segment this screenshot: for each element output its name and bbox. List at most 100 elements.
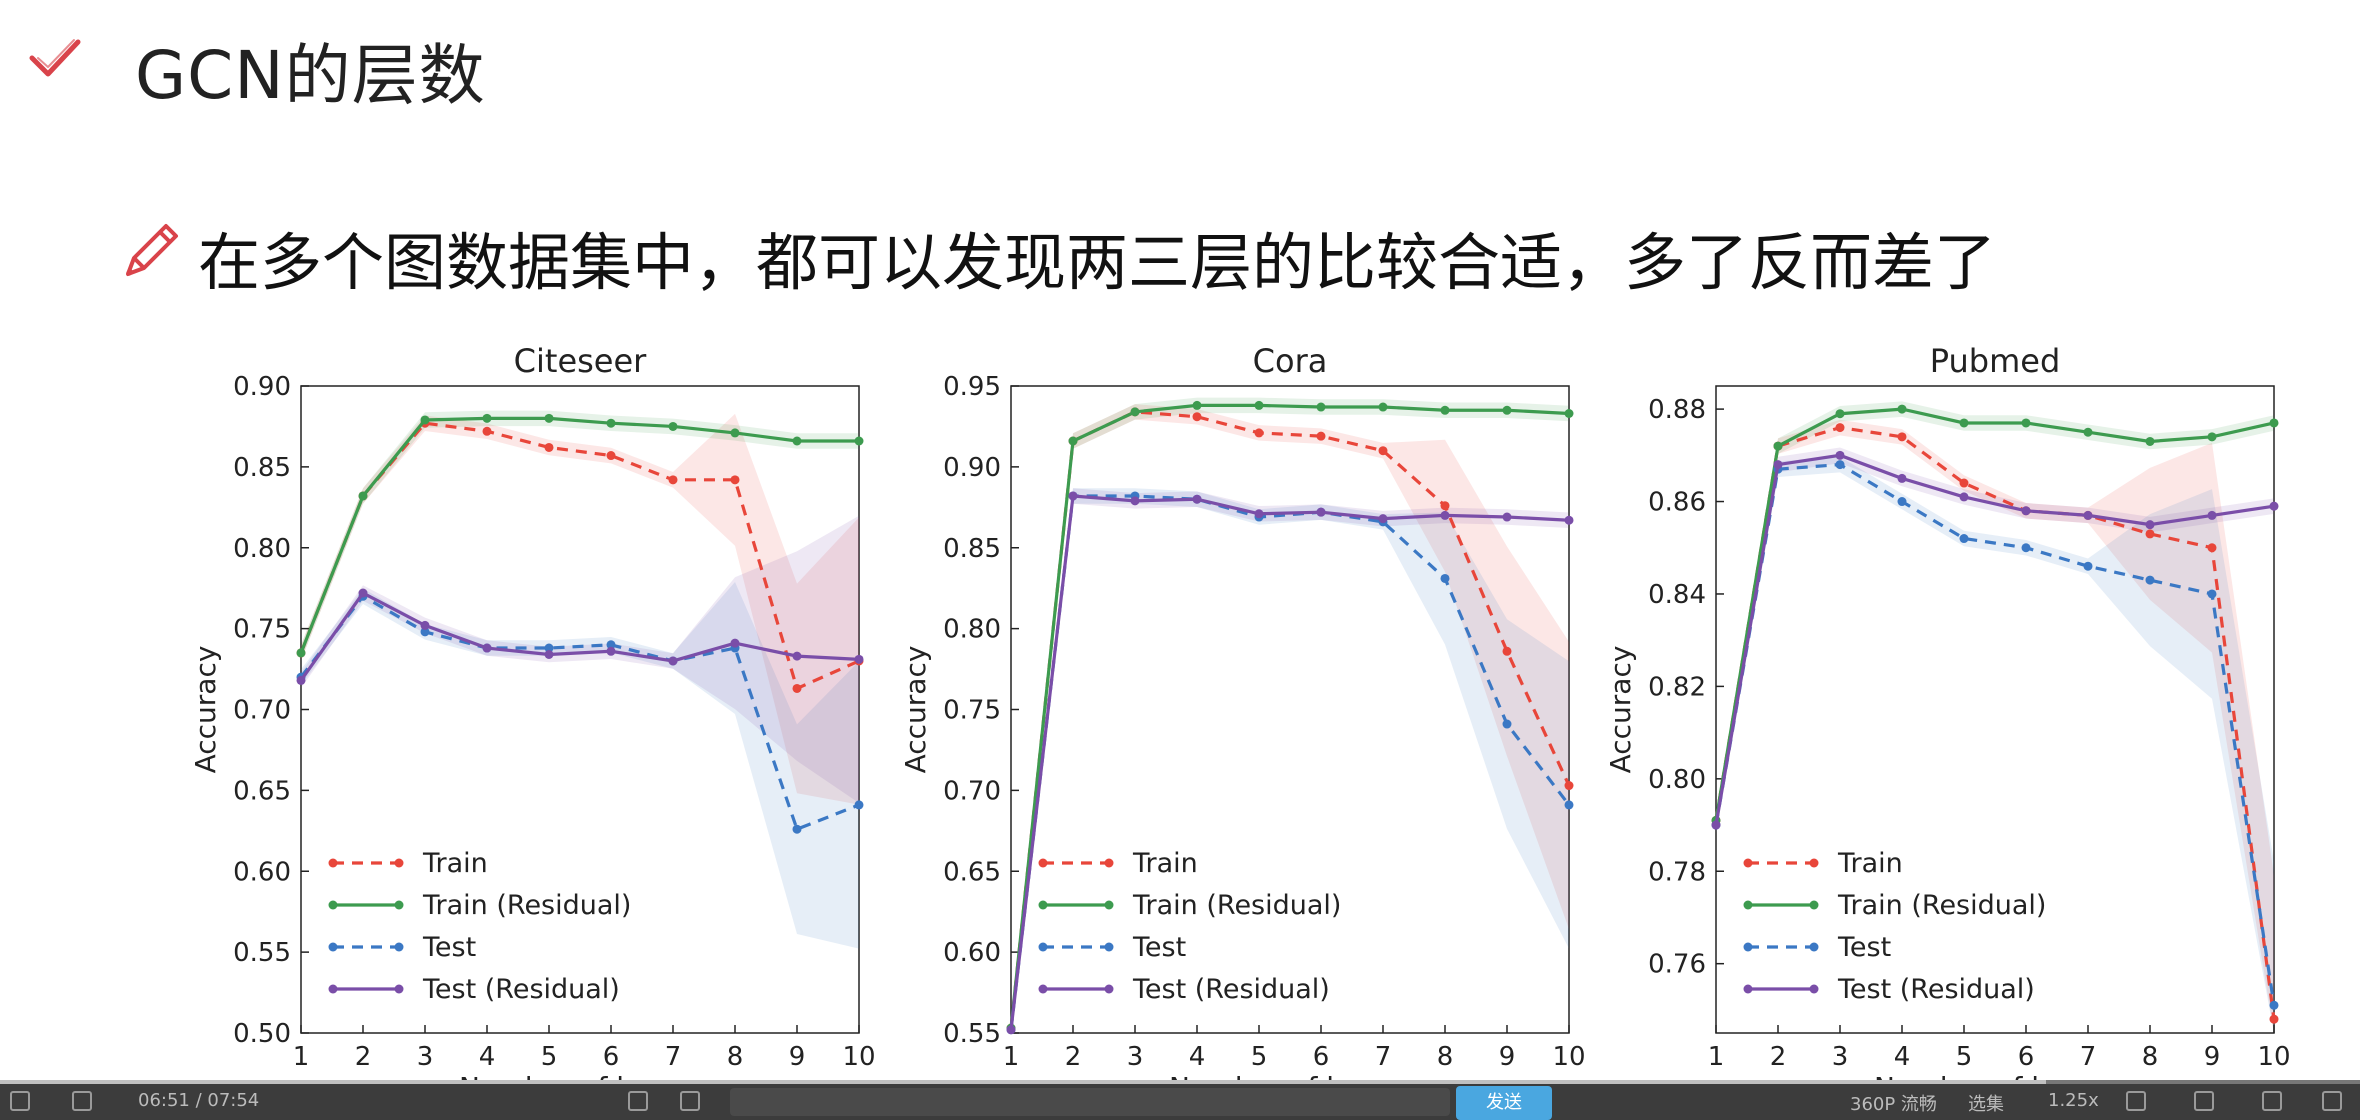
pencil-icon xyxy=(126,224,178,276)
y-tick-label: 0.82 xyxy=(1648,672,1706,702)
y-tick-label: 0.70 xyxy=(943,776,1001,806)
x-tick-label: 4 xyxy=(1189,1042,1206,1072)
point-train-residual xyxy=(1068,436,1078,446)
send-button[interactable]: 发送 xyxy=(1456,1086,1552,1120)
quality-select[interactable]: 360P 流畅 xyxy=(1850,1094,1937,1115)
legend-label-train-residual: Train (Residual) xyxy=(1132,890,1341,921)
legend-label-train: Train xyxy=(1837,848,1903,879)
legend-label-train: Train xyxy=(1132,848,1198,879)
point-train-residual xyxy=(1192,400,1202,410)
x-tick-label: 8 xyxy=(1437,1042,1454,1072)
x-tick-label: 4 xyxy=(1894,1042,1911,1072)
point-train xyxy=(482,426,492,436)
band-train xyxy=(301,413,859,805)
legend-marker-train xyxy=(1809,858,1819,868)
series-line-train xyxy=(1009,410,1571,1029)
series-line-test xyxy=(1714,462,2276,1006)
fullscreen-icon[interactable] xyxy=(2322,1091,2342,1111)
point-test-residual xyxy=(606,646,616,656)
point-test-residual xyxy=(544,650,554,660)
legend-label-test-residual: Test (Residual) xyxy=(422,974,620,1005)
x-tick-label: 6 xyxy=(2018,1042,2035,1072)
y-tick-label: 0.80 xyxy=(1648,765,1706,795)
point-test-residual xyxy=(1130,496,1140,506)
point-test-residual xyxy=(1711,820,1721,830)
legend-marker-train-residual xyxy=(1809,900,1819,910)
x-tick-label: 2 xyxy=(1065,1042,1082,1072)
point-train xyxy=(2145,529,2155,539)
legend-marker-test-residual xyxy=(1104,984,1114,994)
band-test xyxy=(301,582,859,949)
point-test-residual xyxy=(2269,501,2279,511)
y-tick-label: 0.60 xyxy=(233,857,291,887)
volume-icon[interactable] xyxy=(2194,1091,2214,1111)
next-icon[interactable] xyxy=(72,1091,92,1111)
y-tick-label: 0.80 xyxy=(233,534,291,564)
legend-marker-test-residual xyxy=(1038,984,1048,994)
point-train xyxy=(1959,478,1969,488)
x-tick-label: 9 xyxy=(1499,1042,1516,1072)
slide-subtitle: 在多个图数据集中，都可以发现两三层的比较合适，多了反而差了 xyxy=(198,226,1997,299)
x-tick-label: 5 xyxy=(1956,1042,1973,1072)
y-axis-title: Accuracy xyxy=(1604,646,1637,774)
x-tick-label: 9 xyxy=(789,1042,806,1072)
point-test xyxy=(1440,573,1450,583)
point-train xyxy=(1897,432,1907,442)
legend-marker-test xyxy=(1038,942,1048,952)
point-test xyxy=(1959,534,1969,544)
chart-pubmed: Pubmed 1 2 3 4 5 6 7 8 9 10 0.76 0.78 0.80 0.82 0.84 0.8… xyxy=(1604,342,2290,1100)
point-test xyxy=(1502,719,1512,729)
point-test-residual xyxy=(1897,473,1907,483)
point-test-residual xyxy=(1316,507,1326,517)
episode-select[interactable]: 选集 xyxy=(1968,1094,2004,1115)
danmaku-input[interactable] xyxy=(730,1088,1450,1116)
point-train-residual xyxy=(544,413,554,423)
point-test-residual xyxy=(1440,510,1450,520)
point-train-residual xyxy=(2207,432,2217,442)
point-train xyxy=(1502,646,1512,656)
point-test-residual xyxy=(1773,460,1783,470)
point-train xyxy=(730,475,740,485)
point-test xyxy=(2021,543,2031,553)
point-train-residual xyxy=(1316,402,1326,412)
legend-label-test-residual: Test (Residual) xyxy=(1837,974,2035,1005)
x-tick-label: 1 xyxy=(1708,1042,1725,1072)
point-train xyxy=(792,683,802,693)
y-tick-label: 0.75 xyxy=(943,696,1001,726)
point-test-residual xyxy=(854,654,864,664)
y-tick-label: 0.60 xyxy=(943,938,1001,968)
legend-label-train-residual: Train (Residual) xyxy=(422,890,631,921)
series-line-train-residual xyxy=(1009,403,1570,1029)
danmaku-settings-icon[interactable] xyxy=(680,1091,700,1111)
point-test-residual xyxy=(2083,510,2093,520)
legend-marker-train-residual xyxy=(1038,900,1048,910)
legend-label-train-residual: Train (Residual) xyxy=(1837,890,2046,921)
y-tick-label: 0.78 xyxy=(1648,857,1706,887)
legend-label-train: Train xyxy=(422,848,488,879)
speed-select[interactable]: 1.25x xyxy=(2048,1090,2099,1111)
settings-icon[interactable] xyxy=(2262,1091,2282,1111)
y-tick-label: 0.84 xyxy=(1648,580,1706,610)
point-test-residual xyxy=(2021,506,2031,516)
plot-area xyxy=(1715,385,2275,1034)
pip-icon[interactable] xyxy=(2126,1091,2146,1111)
point-train xyxy=(1192,412,1202,422)
y-tick-label: 0.95 xyxy=(943,372,1001,402)
play-pause-icon[interactable] xyxy=(10,1091,30,1111)
x-tick-label: 10 xyxy=(842,1042,875,1072)
point-test xyxy=(854,800,864,810)
point-test-residual xyxy=(2207,510,2217,520)
point-test-residual xyxy=(1006,1025,1016,1035)
plot-area xyxy=(1010,385,1570,1034)
y-axis-title: Accuracy xyxy=(189,646,222,774)
point-test-residual xyxy=(482,643,492,653)
legend-marker-test-residual xyxy=(328,984,338,994)
point-train-residual xyxy=(1835,409,1845,419)
legend-marker-test-residual xyxy=(394,984,404,994)
danmaku-toggle-icon[interactable] xyxy=(628,1091,648,1111)
point-train-residual xyxy=(854,436,864,446)
y-tick-label: 0.80 xyxy=(943,615,1001,645)
point-test-residual xyxy=(2145,520,2155,530)
x-tick-label: 6 xyxy=(603,1042,620,1072)
y-tick-label: 0.55 xyxy=(233,938,291,968)
